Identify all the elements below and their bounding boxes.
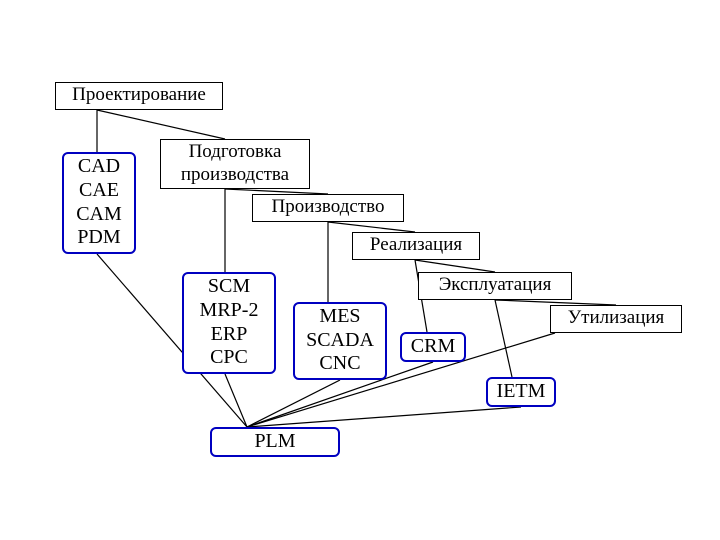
- sys-scm-mrp2-erp-cpc: SCM MRP-2 ERP CPC: [182, 272, 276, 374]
- edges-layer: [0, 0, 720, 540]
- stage-production: Производство: [252, 194, 404, 222]
- stage-preparation: Подготовка производства: [160, 139, 310, 189]
- stage-design: Проектирование: [55, 82, 223, 110]
- sys-mes-scada-cnc: MES SCADA CNC: [293, 302, 387, 380]
- sys-ietm: IETM: [486, 377, 556, 407]
- stage-realization: Реализация: [352, 232, 480, 260]
- sys-crm: CRM: [400, 332, 466, 362]
- stage-exploitation: Эксплуатация: [418, 272, 572, 300]
- sys-cad-cae-cam-pdm: CAD CAE CAM PDM: [62, 152, 136, 254]
- stage-utilization: Утилизация: [550, 305, 682, 333]
- diagram-canvas: Проектирование Подготовка производства П…: [0, 0, 720, 540]
- sys-plm: PLM: [210, 427, 340, 457]
